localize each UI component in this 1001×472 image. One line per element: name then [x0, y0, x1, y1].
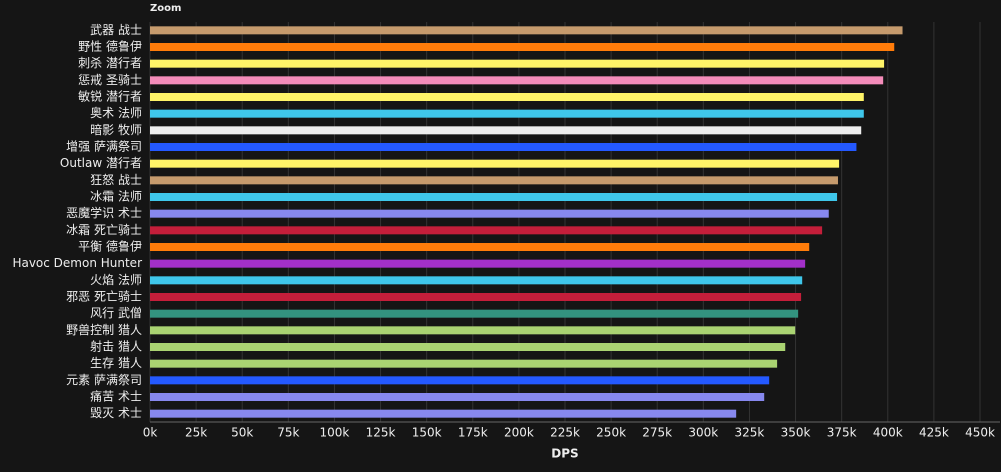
bar — [150, 293, 802, 301]
x-tick-label: 75k — [277, 426, 299, 440]
bar — [150, 359, 778, 368]
x-tick-label: 300k — [688, 426, 718, 440]
y-tick-label: 平衡 德鲁伊 — [78, 239, 142, 254]
y-tick-label: 痛苦 术士 — [90, 389, 142, 404]
y-tick-label: Havoc Demon Hunter — [12, 256, 142, 270]
bar — [150, 276, 803, 285]
y-tick-label: 元素 萨满祭司 — [66, 373, 142, 387]
y-tick-label: 野兽控制 猎人 — [66, 323, 142, 337]
y-tick-label: 武器 战士 — [90, 23, 142, 37]
y-tick-label: 增强 萨满祭司 — [66, 140, 142, 154]
bar — [150, 59, 885, 68]
x-tick-label: 350k — [781, 426, 811, 440]
y-tick-label: 惩戒 圣骑士 — [78, 73, 142, 87]
y-tick-label: 冰霜 死亡骑士 — [66, 223, 142, 237]
y-tick-label: 生存 猎人 — [90, 356, 142, 370]
y-tick-label: 风行 武僧 — [90, 306, 142, 320]
x-tick-label: 450k — [965, 426, 995, 440]
bar — [150, 193, 838, 201]
x-tick-label: 175k — [458, 426, 488, 440]
y-tick-label: 火焰 法师 — [90, 272, 142, 287]
y-tick-label: 刺杀 潜行者 — [78, 55, 142, 70]
bar — [150, 109, 864, 118]
bar — [150, 209, 829, 218]
y-tick-label: 冰霜 法师 — [90, 190, 142, 204]
y-tick-label: 狂怒 战士 — [90, 172, 142, 187]
y-tick-label: 敏锐 潜行者 — [78, 89, 142, 104]
x-tick-label: 125k — [366, 426, 396, 440]
bar — [150, 126, 862, 135]
bar — [150, 226, 823, 235]
y-tick-label: 毁灭 术士 — [90, 405, 142, 420]
y-tick-label: 野性 德鲁伊 — [78, 39, 142, 54]
bar — [150, 326, 796, 335]
x-tick-label: 325k — [735, 426, 765, 440]
x-tick-label: 100k — [320, 426, 350, 440]
bar — [150, 176, 838, 185]
bar — [150, 43, 895, 51]
x-tick-label: 400k — [873, 426, 903, 440]
bar — [150, 409, 737, 418]
y-tick-label: 恶魔学识 术士 — [66, 205, 142, 220]
y-tick-label: Outlaw 潜行者 — [60, 156, 142, 170]
bar — [150, 143, 857, 151]
bar — [150, 393, 765, 401]
y-tick-label: 暗影 牧师 — [90, 122, 142, 137]
bar — [150, 376, 770, 385]
x-tick-label: 200k — [504, 426, 534, 440]
bar — [150, 259, 806, 268]
bar — [150, 343, 786, 351]
y-tick-label: 奥术 法师 — [90, 106, 142, 120]
bar — [150, 26, 903, 35]
bar — [150, 76, 884, 85]
x-tick-label: 225k — [550, 426, 580, 440]
x-tick-label: 250k — [596, 426, 626, 440]
x-axis-title: DPS — [551, 447, 578, 461]
zoom-label: Zoom — [150, 3, 181, 14]
x-tick-label: 50k — [231, 426, 253, 440]
bar — [150, 309, 799, 318]
x-tick-label: 0k — [143, 426, 158, 440]
bar — [150, 159, 840, 168]
x-tick-label: 275k — [642, 426, 672, 440]
x-tick-label: 375k — [827, 426, 857, 440]
x-tick-label: 150k — [412, 426, 442, 440]
x-tick-label: 25k — [185, 426, 207, 440]
bar — [150, 243, 810, 251]
y-tick-label: 邪恶 死亡骑士 — [66, 290, 142, 304]
bar — [150, 93, 864, 101]
x-tick-label: 425k — [919, 426, 949, 440]
y-tick-label: 射击 猎人 — [90, 339, 142, 354]
